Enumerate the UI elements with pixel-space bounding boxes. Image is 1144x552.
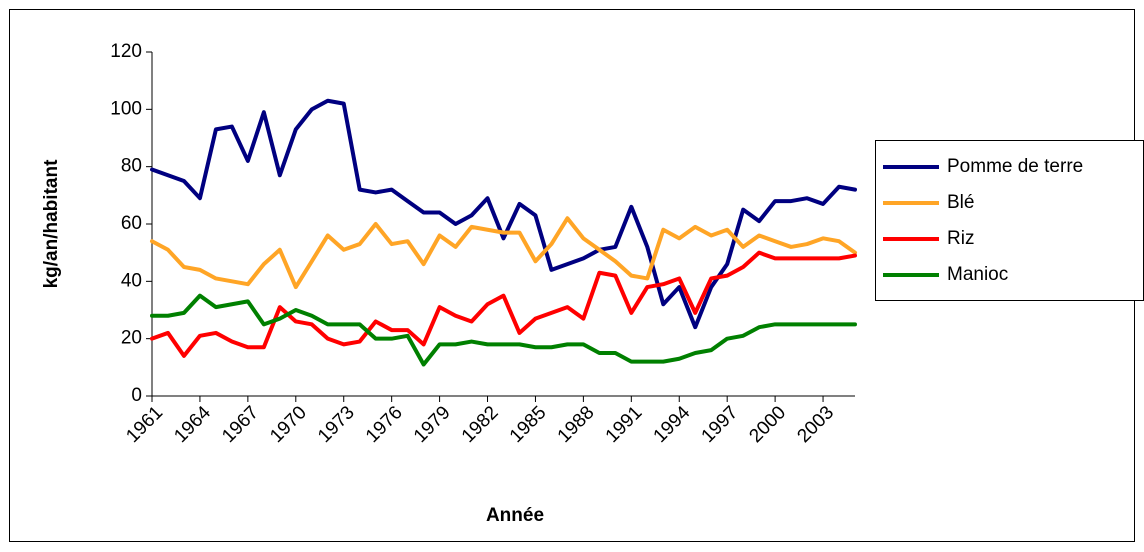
y-tick-label: 20 [121,328,142,349]
series-line [150,293,857,367]
series-line [150,216,857,290]
series-line [150,98,857,330]
y-tick-label: 60 [121,213,142,234]
y-tick-label: 0 [131,385,142,406]
legend-label: Pomme de terre [947,156,1083,177]
legend-label: Riz [947,228,974,249]
legend-label: Blé [947,192,974,213]
y-axis-title: kg/an/habitant [41,159,62,288]
y-tick-label: 40 [121,270,142,291]
y-tick-label: 100 [110,98,142,119]
y-tick-label: 120 [110,41,142,62]
x-axis-title: Année [486,505,544,526]
legend-label: Manioc [947,264,1008,285]
y-tick-label: 80 [121,156,142,177]
series-line [150,250,857,358]
